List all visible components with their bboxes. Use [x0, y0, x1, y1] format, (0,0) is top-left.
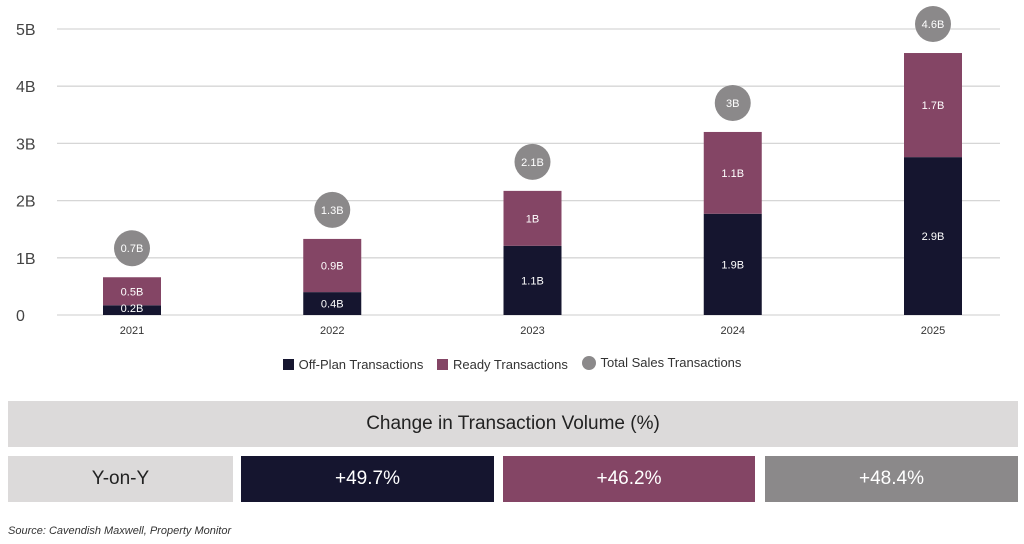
data-label-ready: 0.9B	[321, 261, 344, 273]
legend-swatch-total	[581, 355, 596, 370]
table-title: Change in Transaction Volume (%)	[8, 401, 1018, 447]
bar-off-plan	[303, 292, 362, 315]
y-tick-label: 2B	[16, 194, 36, 211]
bar-off-plan	[103, 305, 161, 315]
data-label-off-plan: 1.1B	[521, 275, 544, 287]
data-label-total: 0.7B	[121, 243, 144, 255]
yoy-off-plan-cell: +49.7%	[241, 456, 494, 502]
legend-label: Total Sales Transactions	[600, 355, 742, 370]
data-label-ready: 1.1B	[721, 168, 744, 180]
y-tick-label: 0	[16, 308, 25, 325]
data-label-ready: 1.7B	[922, 100, 945, 112]
x-tick-label: 2022	[320, 325, 344, 337]
total-marker	[314, 191, 351, 228]
total-marker	[514, 143, 551, 180]
yoy-total-cell: +48.4%	[765, 456, 1018, 502]
data-label-total: 2.1B	[521, 157, 544, 169]
total-marker	[714, 84, 751, 121]
legend-label: Ready Transactions	[452, 356, 568, 372]
legend-swatch-ready	[436, 358, 448, 370]
bar-ready	[503, 190, 562, 246]
y-tick-label: 1B	[16, 251, 36, 268]
bar-ready	[103, 277, 161, 306]
data-label-off-plan: 1.9B	[721, 259, 744, 271]
legend-swatch-off-plan	[282, 358, 294, 370]
total-marker	[915, 6, 951, 43]
chart-legend: Off-Plan Transactions Ready Transactions…	[0, 355, 1024, 373]
y-tick-label: 4B	[16, 79, 36, 96]
bar-off-plan	[904, 157, 962, 315]
legend-label: Off-Plan Transactions	[298, 356, 424, 372]
legend-item-off-plan: Off-Plan Transactions	[282, 356, 424, 372]
yoy-ready-cell: +46.2%	[503, 456, 755, 502]
y-tick-label: 3B	[16, 136, 36, 153]
data-label-off-plan: 2.9B	[922, 231, 945, 243]
bar-off-plan	[503, 245, 562, 315]
data-label-total: 1.3B	[321, 205, 344, 217]
x-tick-label: 2021	[120, 325, 144, 337]
data-label-off-plan: 0.2B	[121, 303, 144, 315]
x-tick-label: 2024	[721, 325, 745, 337]
bar-ready	[904, 53, 962, 158]
stacked-bar-chart: 0 1B 2B 3B 4B 5B 0.2B 0.5B 0.7B 2021 0.4B 0.9B 1.3B 2…	[16, 6, 1000, 337]
legend-item-ready: Ready Transactions	[436, 356, 568, 372]
x-tick-label: 2023	[520, 325, 544, 337]
data-label-off-plan: 0.4B	[321, 299, 344, 311]
source-note: Source: Cavendish Maxwell, Property Moni…	[8, 525, 232, 537]
data-label-ready: 1B	[526, 213, 539, 225]
bar-ready	[303, 238, 362, 293]
bar-ready	[703, 131, 762, 214]
bar-off-plan	[703, 213, 762, 315]
legend-item-total: Total Sales Transactions	[581, 355, 742, 370]
y-tick-label: 5B	[16, 22, 36, 39]
data-label-total: 4.6B	[922, 19, 945, 31]
total-marker	[114, 230, 150, 267]
x-tick-label: 2025	[921, 325, 945, 337]
data-label-ready: 0.5B	[121, 286, 144, 298]
data-label-total: 3B	[726, 98, 739, 110]
row-label-yoy: Y-on-Y	[8, 456, 233, 502]
